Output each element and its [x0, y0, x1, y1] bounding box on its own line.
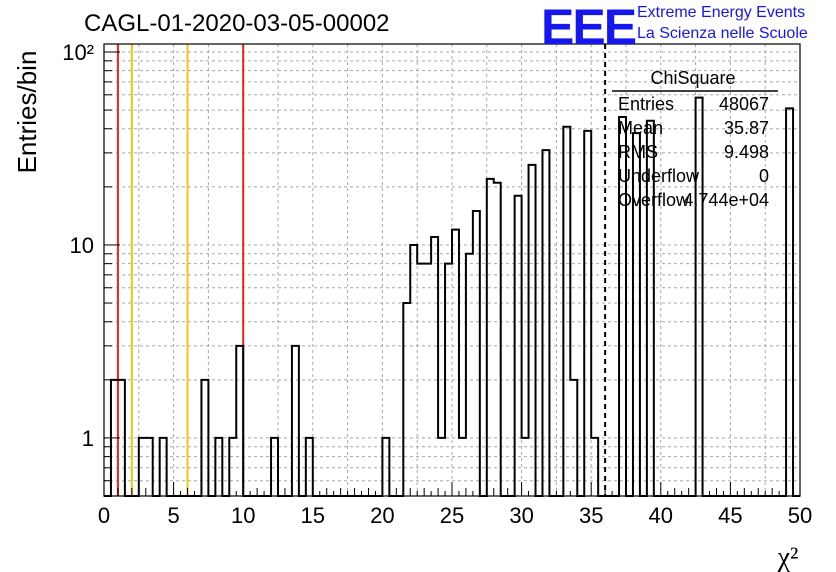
- axis-ticks: [103, 51, 801, 496]
- x-tick-label: 0: [98, 503, 110, 528]
- x-tick-label: 15: [301, 503, 325, 528]
- x-tick-label: 40: [649, 503, 673, 528]
- x-tick-labels: 0 5 10 15 20 25 30 35 40 45 50: [98, 503, 812, 528]
- stats-value: 35.87: [724, 118, 769, 138]
- stats-label: Mean: [618, 118, 663, 138]
- reference-lines: [116, 44, 607, 496]
- x-tick-label: 25: [440, 503, 464, 528]
- stats-value: 0: [759, 166, 769, 186]
- logo-caption-line-1: Extreme Energy Events: [637, 4, 806, 21]
- x-tick-label: 10: [231, 503, 255, 528]
- x-tick-label: 5: [167, 503, 179, 528]
- y-tick-label: 10: [70, 233, 94, 258]
- x-tick-label: 50: [788, 503, 812, 528]
- y-tick-labels: 1 10 10²: [62, 40, 94, 451]
- stats-title: ChiSquare: [650, 68, 735, 88]
- x-tick-label: 20: [370, 503, 394, 528]
- stats-label: RMS: [618, 142, 658, 162]
- x-tick-label: 45: [718, 503, 742, 528]
- histogram-series: [104, 96, 800, 497]
- x-tick-label: 30: [509, 503, 533, 528]
- stats-label: Underflow: [618, 166, 700, 186]
- stats-value: 9.498: [724, 142, 769, 162]
- x-tick-label: 35: [579, 503, 603, 528]
- stats-value: 4.744e+04: [683, 190, 769, 210]
- stats-box: ChiSquare Entries 48067 Mean 35.87 RMS 9.498 U…: [612, 68, 778, 210]
- stats-value: 48067: [719, 94, 769, 114]
- y-tick-label: 10²: [62, 40, 94, 65]
- stats-label: Overflow: [618, 190, 690, 210]
- x-axis-label: χ²: [777, 542, 799, 572]
- stats-label: Entries: [618, 94, 674, 114]
- y-tick-label: 1: [82, 426, 94, 451]
- y-axis-label: Entries/bin: [12, 51, 42, 174]
- stats-rows: Entries 48067 Mean 35.87 RMS 9.498 Underflow 0 O…: [618, 94, 769, 210]
- logo-caption-line-2: La Scienza nelle Scuole: [637, 25, 808, 42]
- grid: [104, 44, 800, 496]
- eee-logo: EEE: [541, 0, 637, 55]
- chart-title: CAGL-01-2020-03-05-00002: [84, 10, 390, 37]
